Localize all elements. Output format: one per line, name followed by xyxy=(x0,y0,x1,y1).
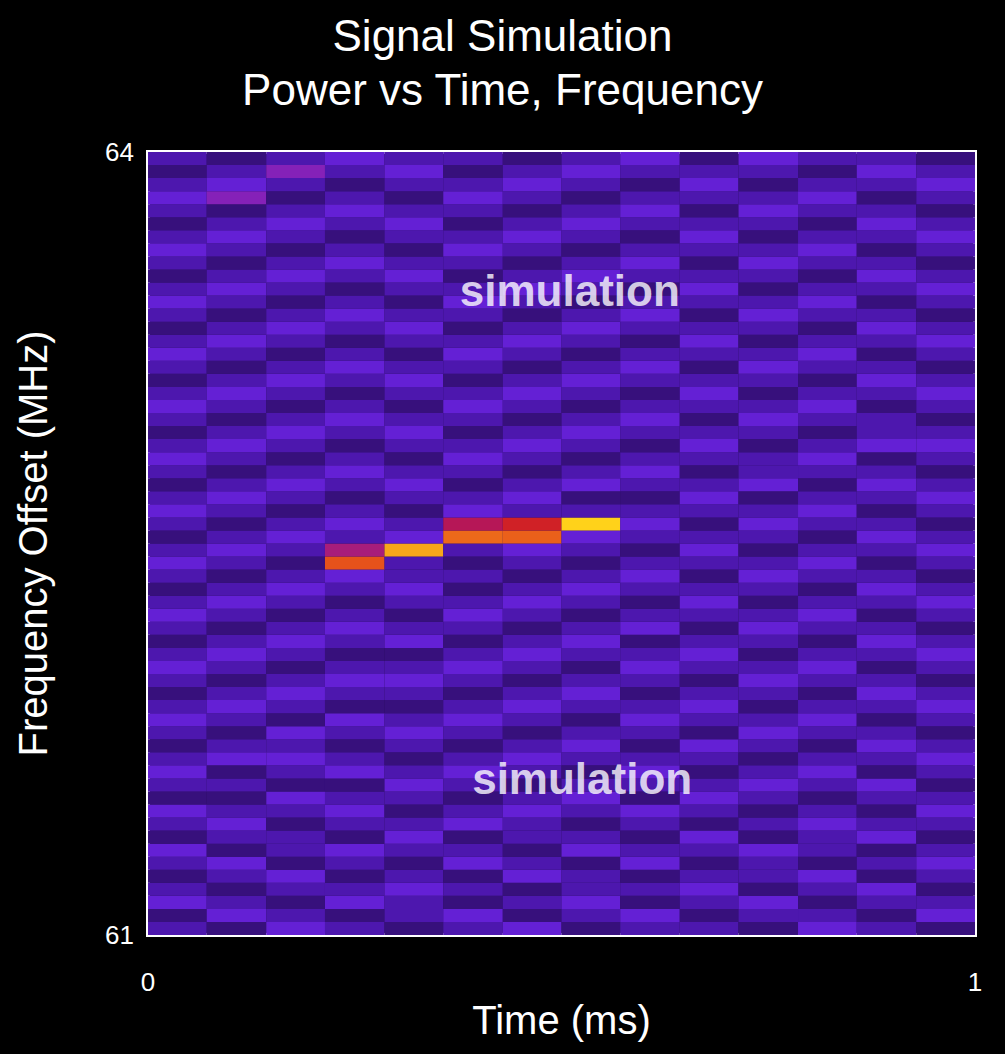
svg-text:Time (ms): Time (ms) xyxy=(472,998,650,1042)
svg-text:0: 0 xyxy=(141,967,155,997)
svg-text:simulation: simulation xyxy=(472,754,692,803)
svg-text:Signal Simulation: Signal Simulation xyxy=(333,11,673,60)
svg-text:64: 64 xyxy=(105,137,134,167)
svg-text:simulation: simulation xyxy=(460,266,680,315)
svg-text:1: 1 xyxy=(968,967,982,997)
svg-text:Power vs Time, Frequency: Power vs Time, Frequency xyxy=(242,65,763,114)
svg-text:Frequency Offset (MHz): Frequency Offset (MHz) xyxy=(11,330,55,756)
svg-text:61: 61 xyxy=(105,920,134,950)
